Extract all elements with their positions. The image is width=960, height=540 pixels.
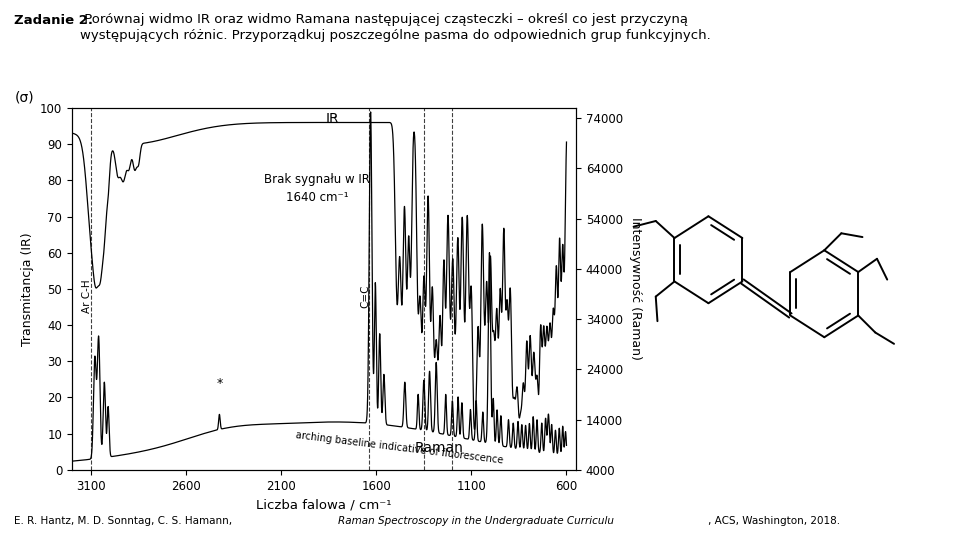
Text: E. R. Hantz, M. D. Sonntag, C. S. Hamann,: E. R. Hantz, M. D. Sonntag, C. S. Hamann… bbox=[14, 516, 236, 526]
X-axis label: Liczba falowa / cm⁻¹: Liczba falowa / cm⁻¹ bbox=[256, 498, 392, 511]
Y-axis label: Intensywność (Raman): Intensywność (Raman) bbox=[630, 218, 642, 360]
Text: Zadanie 2.: Zadanie 2. bbox=[14, 14, 93, 26]
Text: arching baseline indicative of fluorescence: arching baseline indicative of fluoresce… bbox=[295, 430, 503, 465]
Text: *: * bbox=[216, 377, 223, 390]
Text: Porównaj widmo IR oraz widmo Ramana następującej cząsteczki – określ co jest prz: Porównaj widmo IR oraz widmo Ramana nast… bbox=[80, 14, 710, 42]
Text: C=C: C=C bbox=[360, 285, 370, 308]
Y-axis label: Transmitancja (IR): Transmitancja (IR) bbox=[21, 232, 35, 346]
Text: Ar C-H: Ar C-H bbox=[83, 279, 92, 313]
Text: Raman Spectroscopy in the Undergraduate Curriculu: Raman Spectroscopy in the Undergraduate … bbox=[338, 516, 614, 526]
Text: (σ): (σ) bbox=[14, 90, 35, 104]
Text: Brak sygnału w IR
1640 cm⁻¹: Brak sygnału w IR 1640 cm⁻¹ bbox=[264, 173, 371, 204]
Text: , ACS, Washington, 2018.: , ACS, Washington, 2018. bbox=[708, 516, 841, 526]
Text: IR: IR bbox=[325, 112, 340, 126]
Text: Raman: Raman bbox=[415, 441, 464, 455]
